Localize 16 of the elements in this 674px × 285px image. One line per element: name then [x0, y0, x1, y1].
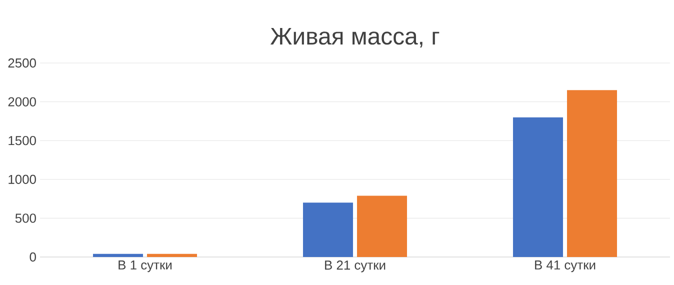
x-tick-label: В 1 сутки — [118, 260, 172, 272]
x-tick-label: В 21 сутки — [325, 260, 386, 272]
bar — [93, 254, 144, 257]
y-tick-label: 2500 — [8, 58, 36, 68]
bar — [303, 202, 354, 257]
y-tick-label: 500 — [15, 214, 36, 223]
bar — [147, 254, 198, 257]
bar — [567, 90, 618, 257]
x-tick-label: В 41 сутки — [535, 260, 596, 272]
y-tick-label: 2000 — [8, 97, 36, 106]
chart-title: Живая масса, г — [270, 28, 440, 48]
y-tick-label: 1000 — [8, 174, 36, 184]
bar — [357, 196, 408, 257]
bar — [513, 117, 564, 257]
y-tick-label: 1500 — [8, 136, 36, 146]
y-tick-label: 0 — [30, 252, 36, 262]
